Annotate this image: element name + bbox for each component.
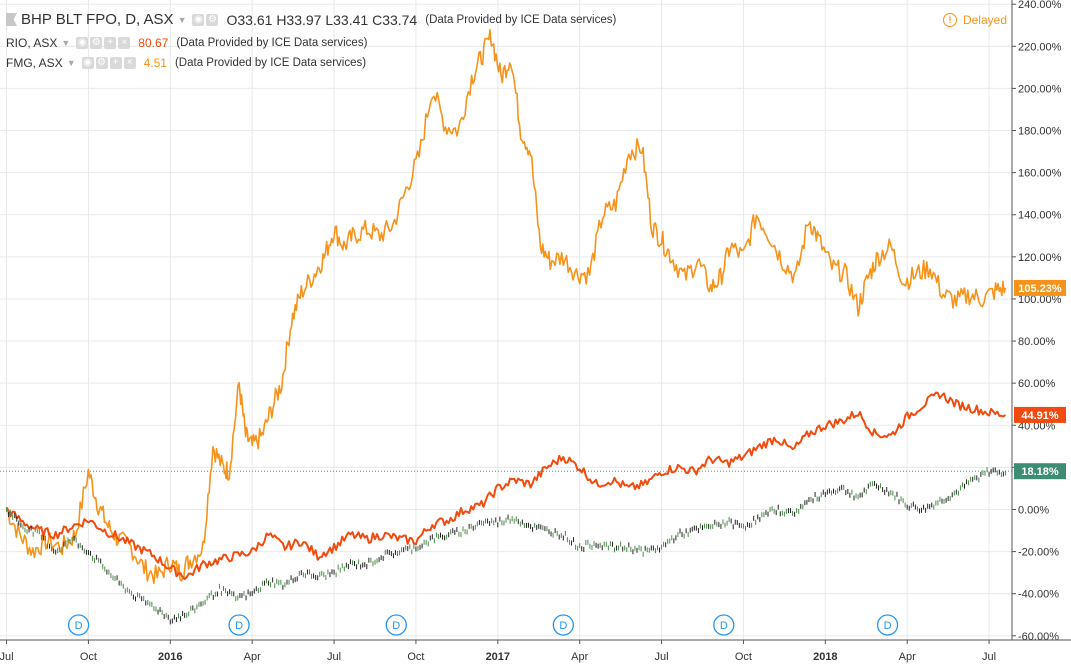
gear-icon[interactable]: ⚙ bbox=[206, 13, 219, 26]
y-tick-label: 200.00% bbox=[1018, 83, 1062, 95]
gear-icon[interactable]: ⚙ bbox=[90, 37, 103, 49]
last-value-label: 44.91% bbox=[1021, 410, 1059, 422]
x-tick-label: Oct bbox=[407, 651, 424, 663]
plus-icon[interactable]: + bbox=[109, 57, 122, 69]
dividend-marker[interactable]: D bbox=[552, 614, 574, 636]
ohlc-readout: O33.61 H33.97 L33.41 C33.74 bbox=[226, 12, 417, 28]
data-provider-note: (Data Provided by ICE Data services) bbox=[425, 13, 617, 26]
dividend-circle bbox=[67, 614, 90, 636]
dividend-circle bbox=[713, 614, 735, 636]
y-tick-label: 140.00% bbox=[1018, 210, 1062, 222]
x-tick-label: Apr bbox=[571, 651, 588, 663]
dividend-marker[interactable]: D bbox=[713, 614, 735, 636]
flag-icon[interactable] bbox=[6, 13, 17, 26]
series-bhp bbox=[6, 467, 1006, 625]
dividend-marker[interactable]: D bbox=[385, 614, 407, 636]
x-tick-label: Oct bbox=[735, 651, 752, 663]
rio-legend[interactable]: RIO, ASX ▼ ◉ ⚙ + × 80.67 (Data Provided … bbox=[6, 36, 367, 50]
x-tick-label: Oct bbox=[80, 651, 97, 663]
data-provider-note: (Data Provided by ICE Data services) bbox=[174, 57, 367, 69]
chevron-down-icon[interactable]: ▼ bbox=[177, 14, 187, 25]
dividend-label: D bbox=[392, 620, 400, 632]
dividend-circle bbox=[552, 614, 574, 636]
gear-icon[interactable]: ⚙ bbox=[95, 57, 108, 69]
last-value-badge bbox=[1014, 463, 1066, 480]
delayed-indicator[interactable]: ! Delayed bbox=[942, 13, 1007, 27]
y-tick-label: 240.00% bbox=[1018, 0, 1062, 11]
fmg-legend[interactable]: FMG, ASX ▼ ◉ ⚙ + × 4.51 (Data Provided b… bbox=[6, 56, 366, 70]
data-provider-note: (Data Provided by ICE Data services) bbox=[176, 37, 368, 49]
plus-icon[interactable]: + bbox=[104, 37, 117, 49]
open-value: O33.61 bbox=[226, 11, 273, 28]
y-tick-label: 100.00% bbox=[1018, 294, 1062, 306]
last-value-badge bbox=[1014, 406, 1066, 423]
last-value-label: 18.18% bbox=[1021, 466, 1059, 478]
y-tick-label: 160.00% bbox=[1018, 168, 1062, 180]
delayed-label: Delayed bbox=[962, 13, 1007, 27]
close-value: C33.74 bbox=[372, 11, 418, 28]
rio-value: 80.67 bbox=[138, 36, 169, 50]
dividend-label: D bbox=[720, 620, 728, 632]
dividend-label: D bbox=[235, 620, 243, 632]
x-tick-label: 2017 bbox=[486, 651, 510, 663]
x-tick-label: Jul bbox=[327, 651, 341, 663]
dividend-circle bbox=[385, 614, 407, 636]
y-tick-label: 80.00% bbox=[1018, 336, 1056, 348]
y-tick-label: 60.00% bbox=[1018, 378, 1056, 390]
fmg-symbol-label[interactable]: FMG, ASX bbox=[6, 56, 63, 70]
chevron-down-icon[interactable]: ▼ bbox=[66, 58, 76, 68]
dividend-circle bbox=[876, 614, 899, 636]
eye-icon[interactable]: ◉ bbox=[81, 57, 94, 69]
alert-icon: ! bbox=[942, 13, 957, 27]
dividend-marker[interactable]: D bbox=[228, 614, 250, 636]
main-symbol-legend[interactable]: BHP BLT FPO, D, ASX ▼ ◉ ⚙ O33.61 H33.97 … bbox=[6, 11, 616, 28]
eye-icon[interactable]: ◉ bbox=[76, 37, 89, 49]
x-tick-label: Jul bbox=[982, 651, 996, 663]
dividend-marker[interactable]: D bbox=[876, 614, 899, 636]
y-tick-label: -60.00% bbox=[1018, 631, 1059, 643]
rio-symbol-label[interactable]: RIO, ASX bbox=[6, 36, 58, 50]
dividend-marker[interactable]: D bbox=[67, 614, 90, 636]
x-tick-label: 2016 bbox=[158, 651, 182, 663]
x-tick-label: Jul bbox=[0, 651, 14, 663]
y-tick-label: -40.00% bbox=[1018, 589, 1059, 601]
series-line-rio bbox=[5, 391, 1007, 580]
chevron-down-icon[interactable]: ▼ bbox=[61, 38, 71, 48]
fmg-value: 4.51 bbox=[143, 56, 167, 70]
x-tick-label: Apr bbox=[899, 651, 916, 663]
low-value: L33.41 bbox=[325, 11, 369, 28]
dividend-label: D bbox=[559, 620, 567, 632]
y-tick-label: 180.00% bbox=[1018, 126, 1062, 138]
y-tick-label: 120.00% bbox=[1018, 252, 1062, 264]
x-tick-label: 2018 bbox=[813, 651, 837, 663]
x-tick-label: Apr bbox=[244, 651, 261, 663]
main-symbol-label[interactable]: BHP BLT FPO, D, ASX bbox=[21, 11, 174, 28]
y-tick-label: -20.00% bbox=[1018, 547, 1059, 559]
dividend-circle bbox=[228, 614, 250, 636]
high-value: H33.97 bbox=[276, 11, 322, 28]
eye-icon[interactable]: ◉ bbox=[192, 13, 205, 26]
x-tick-label: Jul bbox=[655, 651, 669, 663]
last-value-label: 105.23% bbox=[1018, 283, 1062, 295]
y-tick-label: 40.00% bbox=[1018, 420, 1056, 432]
close-icon[interactable]: × bbox=[118, 37, 131, 49]
y-tick-label: 220.00% bbox=[1018, 41, 1062, 53]
dividend-label: D bbox=[884, 620, 892, 632]
close-icon[interactable]: × bbox=[123, 57, 136, 69]
y-tick-label: 0.00% bbox=[1018, 504, 1049, 516]
dividend-label: D bbox=[75, 620, 83, 632]
last-value-badge bbox=[1014, 279, 1066, 296]
